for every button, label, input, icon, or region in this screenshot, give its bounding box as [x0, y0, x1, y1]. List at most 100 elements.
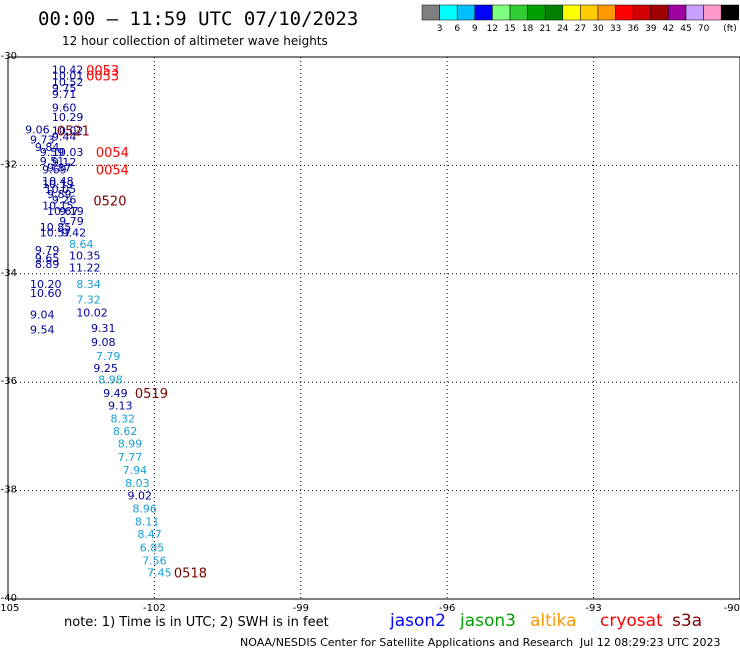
- wave-height-label: 7.77: [118, 451, 143, 464]
- wave-height-label: 7.94: [123, 464, 147, 477]
- generated-timestamp: Jul 12 08:29:23 UTC 2023: [579, 636, 720, 649]
- legend-swatch: [685, 4, 704, 21]
- wave-height-label: 8.47: [137, 528, 162, 541]
- pass-time-label: 0054: [96, 146, 129, 161]
- axis-tick-labels: -105 -102 -99 -96 -93 -90 -30 -32 -34 -36 -38 -40: [0, 51, 740, 614]
- wave-height-label: 9.31: [91, 322, 116, 335]
- wave-height-label: 7.79: [96, 350, 121, 363]
- legend-swatch: [456, 4, 476, 21]
- pass-time-label: 0520: [93, 195, 126, 210]
- legend-swatch: [527, 4, 546, 21]
- wave-height-label: 9.02: [128, 489, 153, 502]
- wave-height-label: 9.79: [35, 244, 60, 257]
- legend-swatch: [668, 4, 687, 21]
- legend-swatch: [474, 4, 493, 21]
- wave-height-label: 10.03: [52, 146, 84, 159]
- wave-height-label: 10.35: [69, 249, 101, 262]
- wave-height-label: 10.57: [40, 227, 72, 240]
- wave-height-label: 7.45: [147, 566, 172, 579]
- wave-height-label: 10.29: [52, 111, 84, 124]
- wave-height-label: 10.67: [47, 205, 79, 218]
- x-tick-label: -93: [585, 603, 601, 614]
- legend-swatch: [492, 4, 511, 21]
- credit-line: NOAA/NESDIS Center for Satellite Applica…: [240, 636, 573, 649]
- x-tick-label: -99: [293, 603, 309, 614]
- color-scale-legend: 3 6 9 12 15 18 21 24 27 30 33 36 39 42 45 70 (ft): [421, 4, 740, 34]
- wave-height-label: 9.06: [25, 124, 50, 137]
- wave-height-label: 7.32: [76, 293, 101, 306]
- wave-height-label: 10.19: [42, 178, 74, 191]
- legend-swatch: [580, 4, 599, 21]
- satellite-legend: jason2 jason3 altika cryosat s3a: [389, 611, 702, 631]
- wave-height-label: 8.89: [35, 258, 60, 271]
- plot-frame: [7, 56, 740, 600]
- wave-height-label: 9.19: [59, 205, 84, 218]
- legend-value: 24: [557, 24, 569, 34]
- legend-value: 21: [539, 24, 550, 34]
- wave-height-label: 8.96: [132, 502, 157, 515]
- y-tick-label: -36: [1, 376, 17, 387]
- satellite-name: cryosat: [600, 611, 663, 631]
- legend-swatch: [439, 4, 458, 21]
- wave-height-label: 8.98: [98, 373, 123, 386]
- legend-value: 18: [522, 24, 534, 34]
- wave-height-label: 10.02: [76, 306, 108, 319]
- wave-height-label: 9.54: [30, 324, 55, 337]
- wave-height-label: 10.60: [30, 287, 62, 300]
- pass-time-label: 0054: [96, 164, 129, 179]
- y-tick-label: -30: [1, 51, 17, 62]
- wave-height-label: 9.49: [103, 387, 128, 400]
- x-tick-label: -96: [439, 603, 455, 614]
- wave-height-label: 10.85: [40, 221, 72, 234]
- wave-height-label: 9.60: [52, 101, 77, 114]
- legend-value: 27: [575, 24, 586, 34]
- legend-value: 39: [645, 24, 657, 34]
- units-note: note: 1) Time is in UTC; 2) SWH is in fe…: [64, 615, 329, 630]
- wave-height-label: 9.42: [62, 227, 87, 240]
- legend-value: 30: [592, 24, 604, 34]
- wave-height-label: 10.02: [52, 125, 84, 138]
- wave-height-label: 9.75: [52, 82, 77, 95]
- wave-height-label: 8.03: [125, 477, 149, 490]
- pass-time-label: 0521: [57, 125, 90, 140]
- wave-height-label: 9.26: [52, 194, 77, 207]
- chart-title: 00:00 – 11:59 UTC 07/10/2023: [38, 8, 358, 30]
- wave-height-label: 8.99: [118, 437, 143, 450]
- wave-height-label: 9.87: [47, 162, 72, 175]
- wave-height-label: 7.56: [142, 555, 167, 568]
- wave-height-label: 10.20: [30, 278, 62, 291]
- wave-height-label: 9.73: [30, 133, 55, 146]
- y-tick-label: -32: [1, 159, 17, 170]
- legend-value: 36: [627, 24, 639, 34]
- wave-height-label: 10.42: [52, 63, 84, 76]
- wave-height-label: 8.34: [76, 278, 101, 291]
- wave-height-label: 9.04: [30, 308, 55, 321]
- pass-time-label: 0053: [86, 64, 119, 79]
- legend-swatch: [421, 4, 440, 21]
- wave-height-label: 9.65: [35, 252, 60, 265]
- wave-height-label: 9.44: [52, 131, 77, 144]
- wave-height-label: 10.01: [52, 69, 84, 82]
- wave-height-label: 9.08: [91, 336, 116, 349]
- legend-swatch: [544, 4, 564, 21]
- satellite-name: jason3: [459, 611, 516, 631]
- legend-value: 9: [472, 24, 478, 34]
- wave-height-label: 9.13: [108, 400, 133, 413]
- legend-swatch: [562, 4, 581, 21]
- legend-swatch: [650, 4, 669, 21]
- pass-time-label: 0519: [135, 387, 168, 402]
- legend-value: 45: [680, 24, 691, 34]
- wave-height-label: 8.64: [69, 238, 94, 251]
- wave-height-label: 8.62: [113, 425, 138, 438]
- satellite-name: jason2: [389, 611, 446, 631]
- wave-height-label: 8.32: [110, 413, 135, 426]
- legend-swatch: [720, 4, 740, 21]
- wave-height-label: 10.15: [42, 200, 74, 213]
- wave-height-label: 6.85: [140, 542, 165, 555]
- wave-height-label: 10.05: [45, 183, 77, 196]
- legend-swatch: [509, 4, 528, 21]
- y-tick-label: -34: [1, 268, 17, 279]
- x-tick-label: -90: [724, 603, 740, 614]
